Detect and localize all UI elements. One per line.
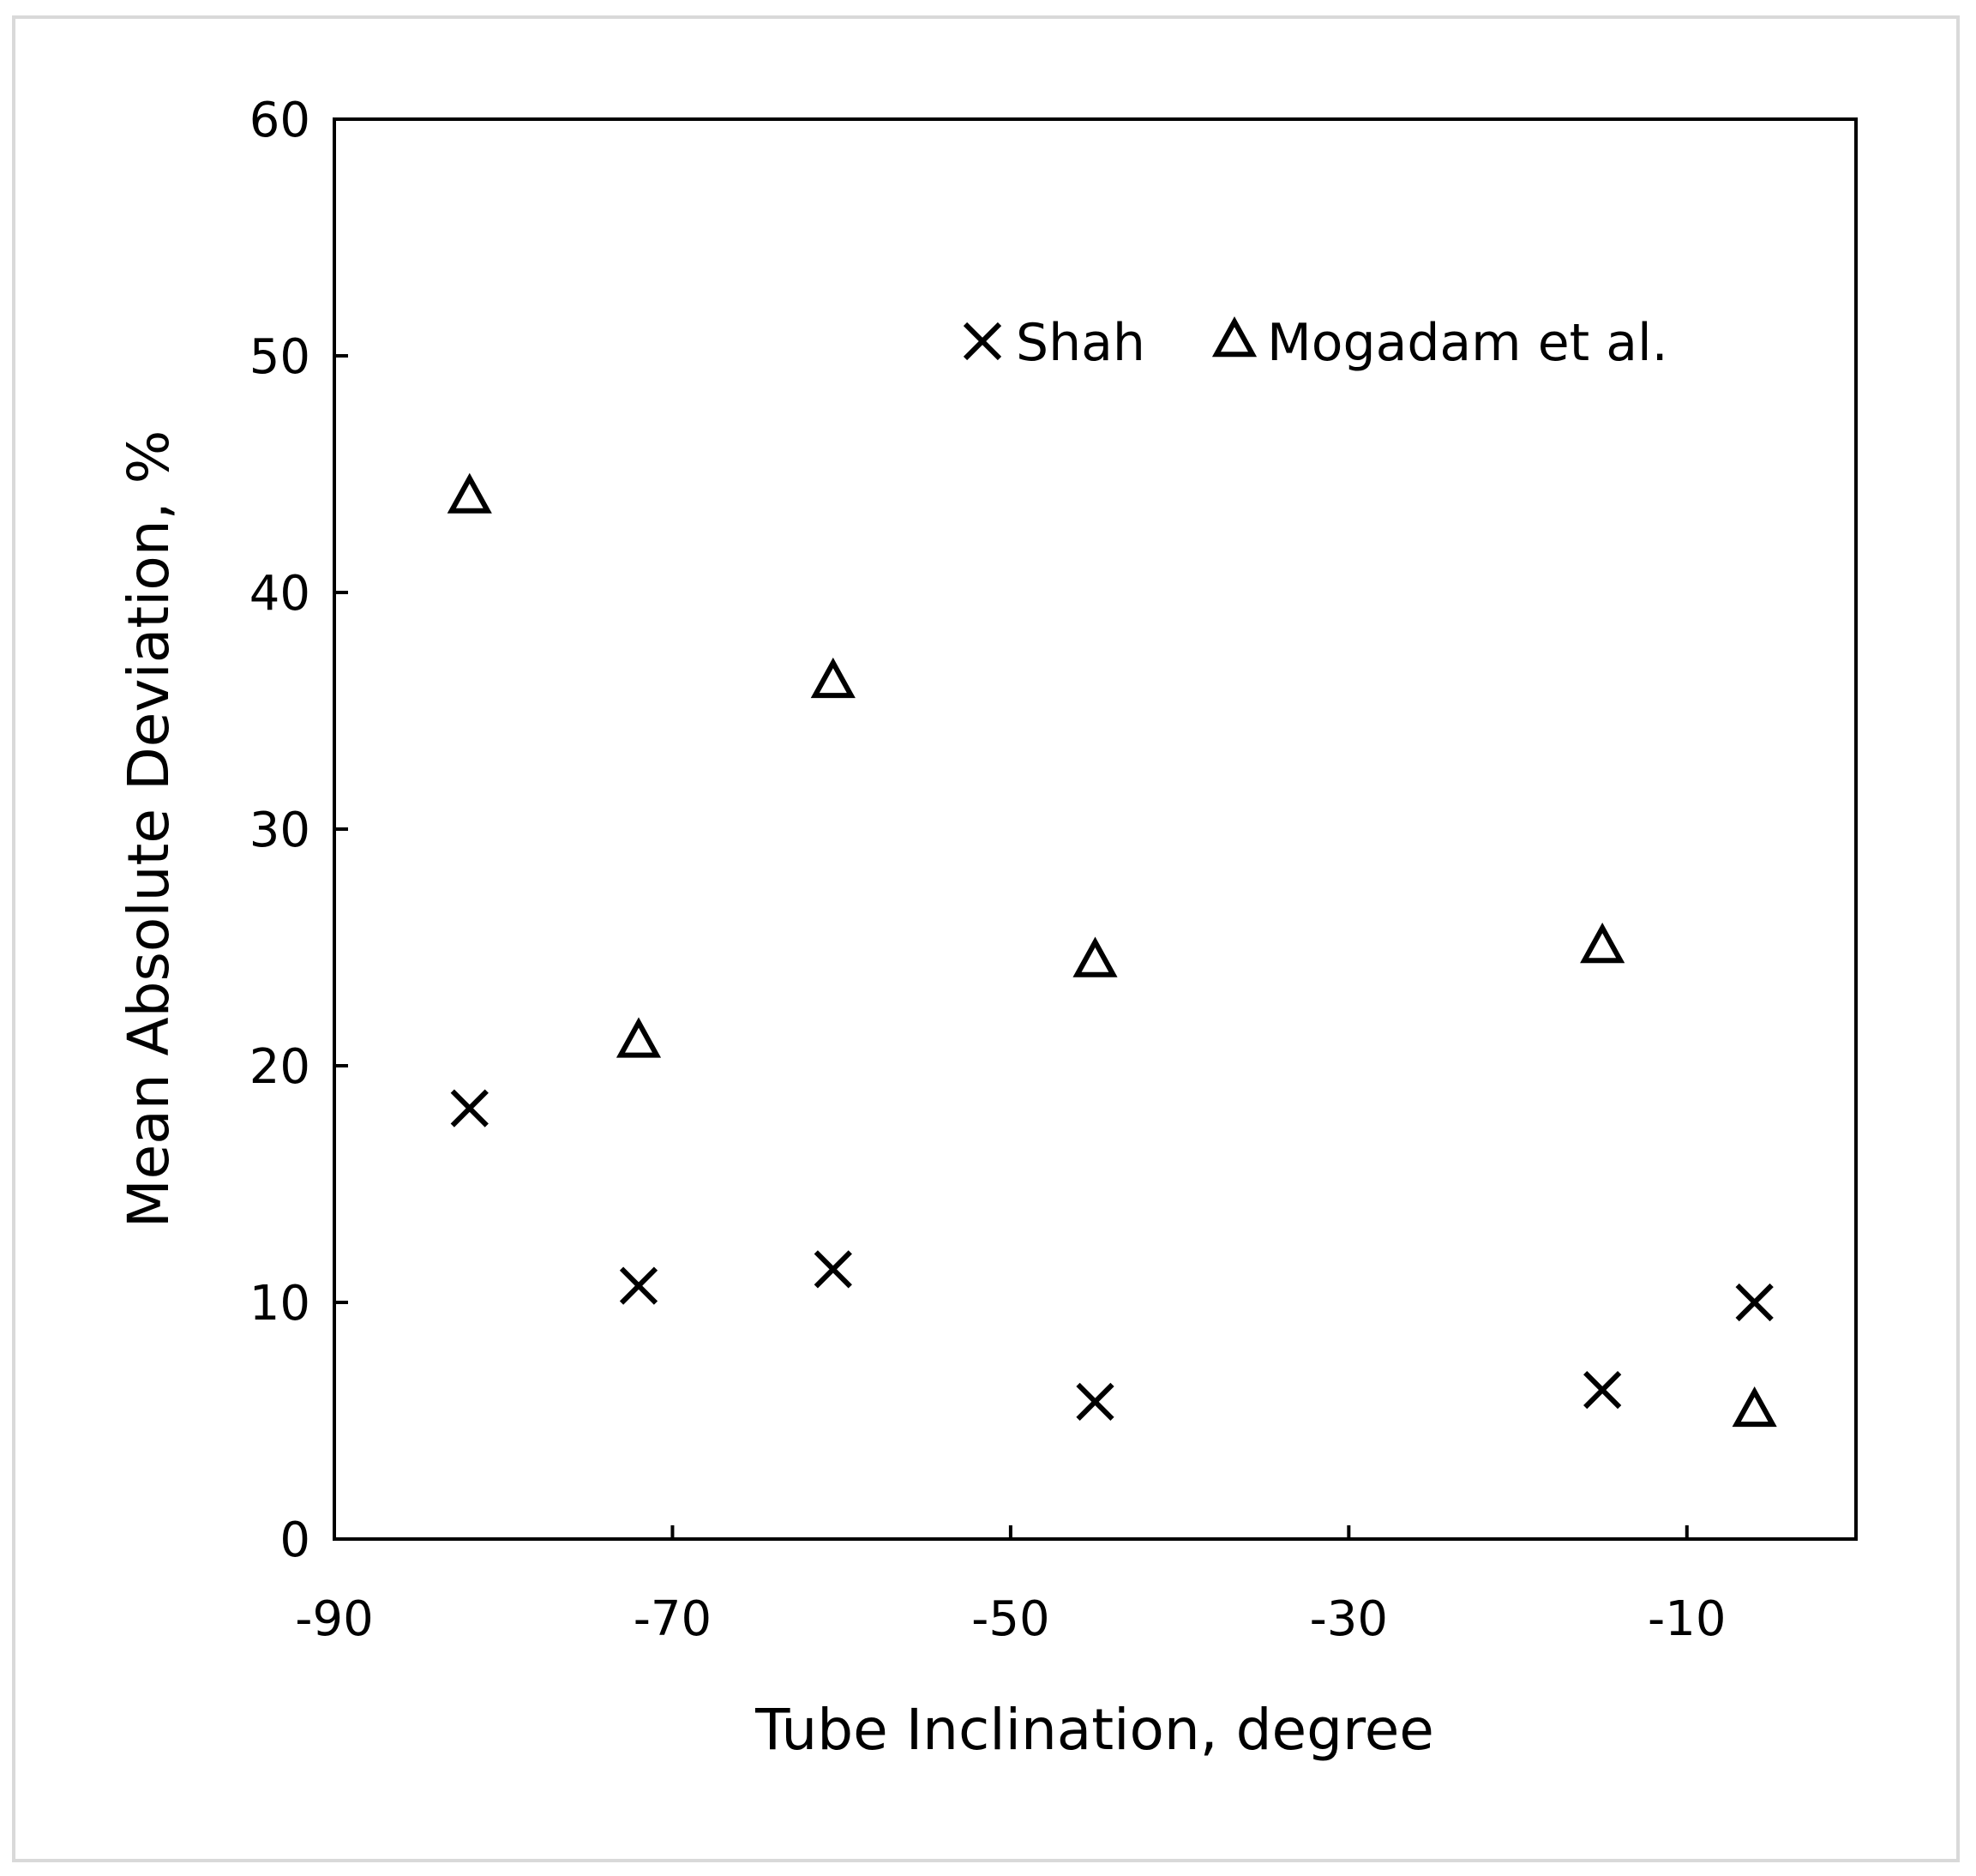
x-axis: -90 -70 -50 -30 -10: [295, 1525, 1727, 1647]
mogadam-point: [616, 1017, 662, 1058]
shah-point: [814, 1250, 852, 1289]
x-tick-label: -70: [634, 1591, 712, 1647]
mogadam-point: [1072, 936, 1118, 977]
y-tick-label: 40: [249, 566, 310, 622]
mogadam-point: [1580, 922, 1625, 964]
y-tick-label: 0: [279, 1512, 310, 1568]
shah-point: [1583, 1370, 1622, 1410]
plot-area-frame: [333, 117, 1858, 1541]
shah-point: [1076, 1382, 1114, 1422]
y-tick-label: 10: [249, 1276, 310, 1332]
legend: Shah Mogadam et al.: [963, 313, 1668, 373]
y-tick-label: 30: [249, 803, 310, 858]
shah-point: [450, 1089, 489, 1127]
x-tick-label: -30: [1310, 1591, 1388, 1647]
y-tick-label: 60: [249, 93, 310, 148]
legend-marker-shah: [963, 322, 1002, 361]
y-tick-label: 20: [249, 1039, 310, 1095]
shah-point: [1735, 1283, 1774, 1322]
y-axis: 0 10 20 30 40 50 60: [249, 93, 348, 1568]
mogadam-point: [1732, 1386, 1777, 1428]
legend-label-shah: Shah: [1016, 313, 1145, 373]
legend-label-mogadam: Mogadam et al.: [1267, 313, 1668, 373]
shah-point: [619, 1266, 658, 1305]
y-axis-title: Mean Absolute Deviation, %: [116, 430, 182, 1229]
y-tick-label: 50: [249, 329, 310, 385]
legend-triangle-icon: [1211, 316, 1258, 358]
legend-x-icon: [963, 322, 1002, 361]
mogadam-point: [447, 472, 492, 514]
x-tick-label: -50: [971, 1591, 1049, 1647]
data-points: [447, 472, 1777, 1428]
x-axis-title: Tube Inclination, degree: [754, 1697, 1434, 1763]
legend-marker-mogadam: [1211, 316, 1258, 358]
x-tick-label: -10: [1648, 1591, 1726, 1647]
figure-outer-border: [12, 15, 1960, 1862]
x-tick-label: -90: [295, 1591, 373, 1647]
mogadam-point: [810, 657, 856, 699]
